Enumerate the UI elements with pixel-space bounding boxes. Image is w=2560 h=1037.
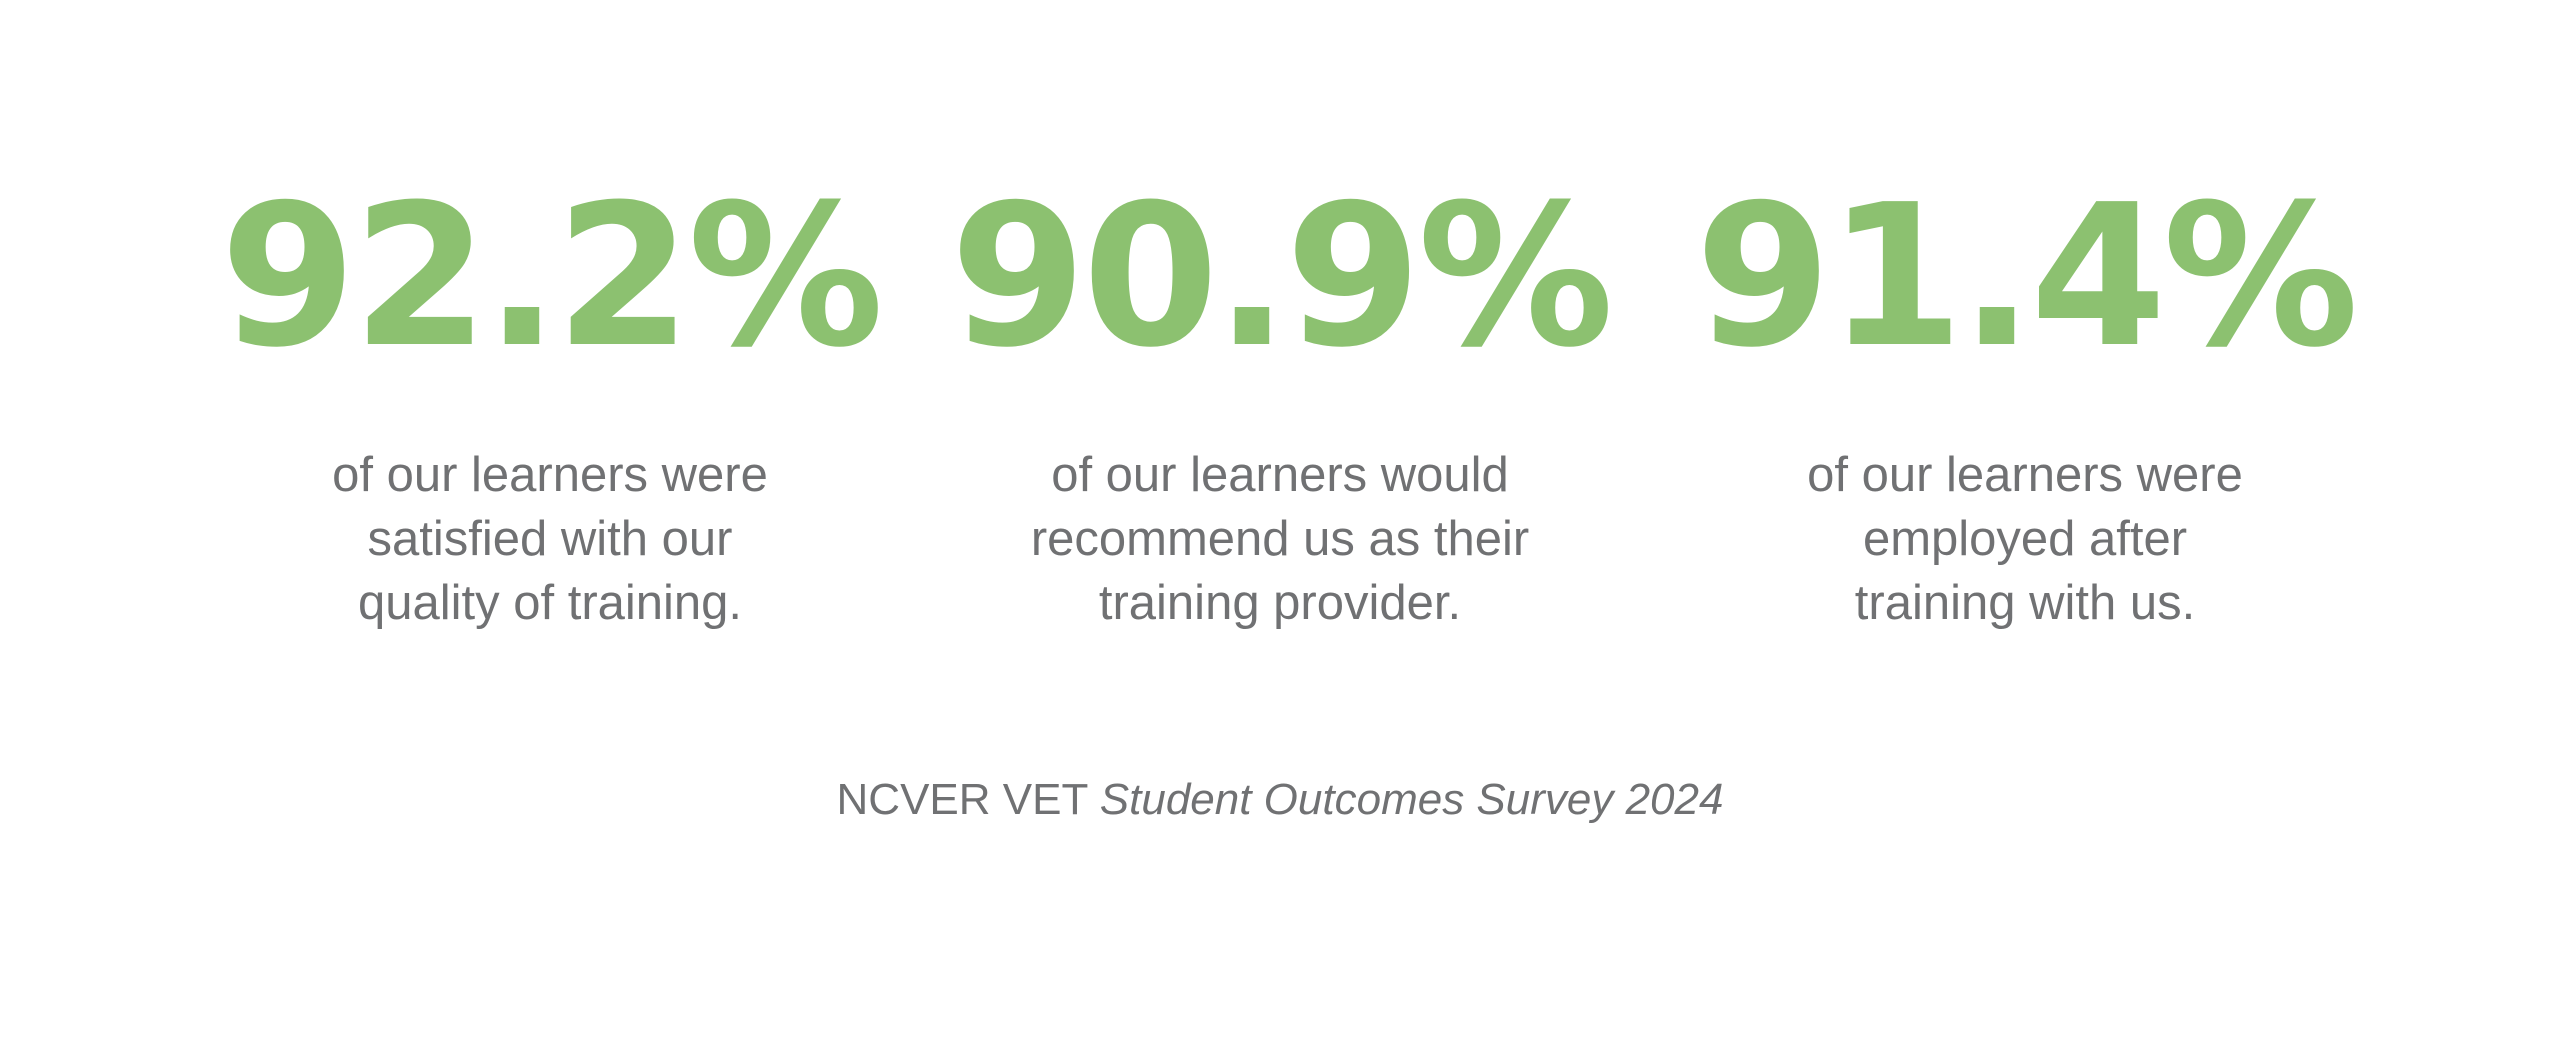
stat-caption-line: employed after xyxy=(1862,512,2188,566)
stat-caption-line: quality of training. xyxy=(357,576,743,630)
source-survey-name: Student Outcomes Survey 2024 xyxy=(1099,775,1724,824)
stat-recommendation: 90.9% of our learners would recommend us… xyxy=(920,170,1640,635)
stat-value: 91.4% xyxy=(1695,163,2359,391)
stat-satisfaction: 92.2% of our learners were satisfied wit… xyxy=(190,170,910,635)
stat-caption-line: training provider. xyxy=(1098,576,1462,630)
stat-caption-line: satisfied with our xyxy=(367,512,733,566)
stat-caption: of our learners would recommend us as th… xyxy=(1020,443,1540,635)
stat-employment: 91.4% of our learners were employed afte… xyxy=(1665,170,2385,635)
stat-caption: of our learners were satisfied with our … xyxy=(290,443,810,635)
stat-caption-line: of our learners were xyxy=(1807,448,2243,502)
stats-row: 92.2% of our learners were satisfied wit… xyxy=(0,170,2560,631)
stat-caption: of our learners were employed after trai… xyxy=(1765,443,2285,635)
stat-caption-line: recommend us as their xyxy=(1030,512,1530,566)
stat-value: 92.2% xyxy=(220,163,884,391)
source-prefix: NCVER VET xyxy=(836,775,1088,824)
source-citation: NCVER VET Student Outcomes Survey 2024 xyxy=(0,770,2560,830)
stat-caption-line: training with us. xyxy=(1854,576,2196,630)
stat-caption-line: of our learners were xyxy=(332,448,768,502)
stat-value: 90.9% xyxy=(950,163,1614,391)
stat-caption-line: of our learners would xyxy=(1051,448,1509,502)
